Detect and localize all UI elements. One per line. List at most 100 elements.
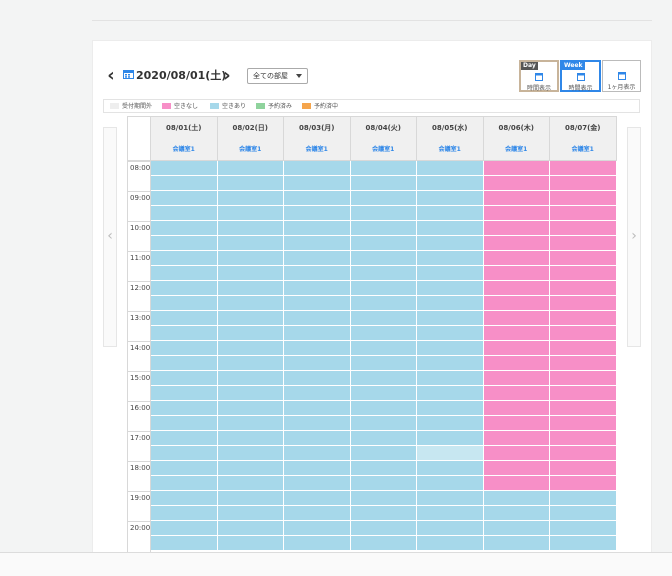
- time-slot[interactable]: [350, 281, 417, 296]
- time-slot[interactable]: [350, 506, 417, 521]
- time-slot[interactable]: [217, 251, 284, 266]
- time-slot[interactable]: [350, 311, 417, 326]
- time-slot[interactable]: [284, 356, 351, 371]
- time-slot[interactable]: [284, 476, 351, 491]
- time-slot[interactable]: [284, 341, 351, 356]
- time-slot[interactable]: [417, 506, 484, 521]
- column-room-link[interactable]: 会議室1: [239, 146, 262, 153]
- time-slot[interactable]: [151, 521, 218, 536]
- time-slot[interactable]: [217, 326, 284, 341]
- time-slot[interactable]: [550, 521, 617, 536]
- time-slot[interactable]: [417, 521, 484, 536]
- time-slot[interactable]: [151, 206, 218, 221]
- time-slot[interactable]: [217, 431, 284, 446]
- time-slot[interactable]: [483, 251, 550, 266]
- column-room-link[interactable]: 会議室1: [305, 146, 328, 153]
- time-slot[interactable]: [284, 386, 351, 401]
- time-slot[interactable]: [550, 206, 617, 221]
- time-slot[interactable]: [483, 536, 550, 551]
- time-slot[interactable]: [550, 221, 617, 236]
- day-view-button[interactable]: Day 時間表示: [519, 60, 559, 92]
- prev-date-button[interactable]: ‹: [107, 65, 115, 86]
- column-room-link[interactable]: 会議室1: [505, 146, 528, 153]
- time-slot[interactable]: [284, 401, 351, 416]
- time-slot[interactable]: [217, 266, 284, 281]
- time-slot[interactable]: [550, 296, 617, 311]
- time-slot[interactable]: [151, 296, 218, 311]
- time-slot[interactable]: [350, 491, 417, 506]
- time-slot[interactable]: [217, 236, 284, 251]
- time-slot[interactable]: [550, 416, 617, 431]
- time-slot[interactable]: [417, 311, 484, 326]
- time-slot[interactable]: [217, 221, 284, 236]
- time-slot[interactable]: [151, 281, 218, 296]
- time-slot[interactable]: [483, 206, 550, 221]
- time-slot[interactable]: [350, 416, 417, 431]
- time-slot[interactable]: [350, 536, 417, 551]
- time-slot[interactable]: [350, 341, 417, 356]
- time-slot[interactable]: [350, 191, 417, 206]
- time-slot[interactable]: [350, 446, 417, 461]
- time-slot[interactable]: [483, 191, 550, 206]
- time-slot[interactable]: [151, 356, 218, 371]
- time-slot[interactable]: [217, 281, 284, 296]
- column-room-link[interactable]: 会議室1: [571, 146, 594, 153]
- time-slot[interactable]: [151, 236, 218, 251]
- time-slot[interactable]: [217, 311, 284, 326]
- time-slot[interactable]: [550, 191, 617, 206]
- time-slot[interactable]: [151, 401, 218, 416]
- time-slot[interactable]: [217, 341, 284, 356]
- time-slot[interactable]: [483, 521, 550, 536]
- time-slot[interactable]: [151, 506, 218, 521]
- time-slot[interactable]: [151, 371, 218, 386]
- time-slot[interactable]: [550, 371, 617, 386]
- time-slot[interactable]: [217, 506, 284, 521]
- time-slot[interactable]: [350, 371, 417, 386]
- calendar-icon[interactable]: [123, 69, 134, 79]
- time-slot[interactable]: [217, 296, 284, 311]
- time-slot[interactable]: [151, 536, 218, 551]
- time-slot[interactable]: [417, 356, 484, 371]
- column-room-link[interactable]: 会議室1: [438, 146, 461, 153]
- time-slot[interactable]: [483, 431, 550, 446]
- next-date-button[interactable]: ›: [223, 65, 231, 86]
- time-slot[interactable]: [350, 431, 417, 446]
- time-slot[interactable]: [350, 386, 417, 401]
- time-slot[interactable]: [483, 371, 550, 386]
- time-slot[interactable]: [550, 356, 617, 371]
- time-slot[interactable]: [417, 476, 484, 491]
- time-slot[interactable]: [417, 386, 484, 401]
- time-slot[interactable]: [550, 281, 617, 296]
- time-slot[interactable]: [350, 266, 417, 281]
- time-slot[interactable]: [151, 461, 218, 476]
- time-slot[interactable]: [350, 356, 417, 371]
- time-slot[interactable]: [217, 476, 284, 491]
- time-slot[interactable]: [217, 461, 284, 476]
- time-slot[interactable]: [217, 386, 284, 401]
- time-slot[interactable]: [217, 176, 284, 191]
- time-slot[interactable]: [151, 191, 218, 206]
- time-slot[interactable]: [417, 416, 484, 431]
- time-slot[interactable]: [417, 176, 484, 191]
- time-slot[interactable]: [417, 326, 484, 341]
- next-week-button[interactable]: ›: [627, 127, 641, 347]
- time-slot[interactable]: [417, 536, 484, 551]
- time-slot[interactable]: [217, 206, 284, 221]
- time-slot[interactable]: [417, 281, 484, 296]
- time-slot[interactable]: [550, 506, 617, 521]
- time-slot[interactable]: [550, 491, 617, 506]
- time-slot[interactable]: [151, 431, 218, 446]
- time-slot[interactable]: [483, 506, 550, 521]
- time-slot[interactable]: [151, 491, 218, 506]
- column-room-link[interactable]: 会議室1: [372, 146, 395, 153]
- room-filter-select[interactable]: 全ての部屋: [247, 68, 308, 84]
- time-slot[interactable]: [350, 161, 417, 176]
- time-slot[interactable]: [284, 266, 351, 281]
- time-slot[interactable]: [417, 401, 484, 416]
- time-slot[interactable]: [350, 296, 417, 311]
- time-slot[interactable]: [550, 461, 617, 476]
- time-slot[interactable]: [417, 191, 484, 206]
- time-slot[interactable]: [483, 161, 550, 176]
- time-slot[interactable]: [417, 371, 484, 386]
- time-slot[interactable]: [284, 536, 351, 551]
